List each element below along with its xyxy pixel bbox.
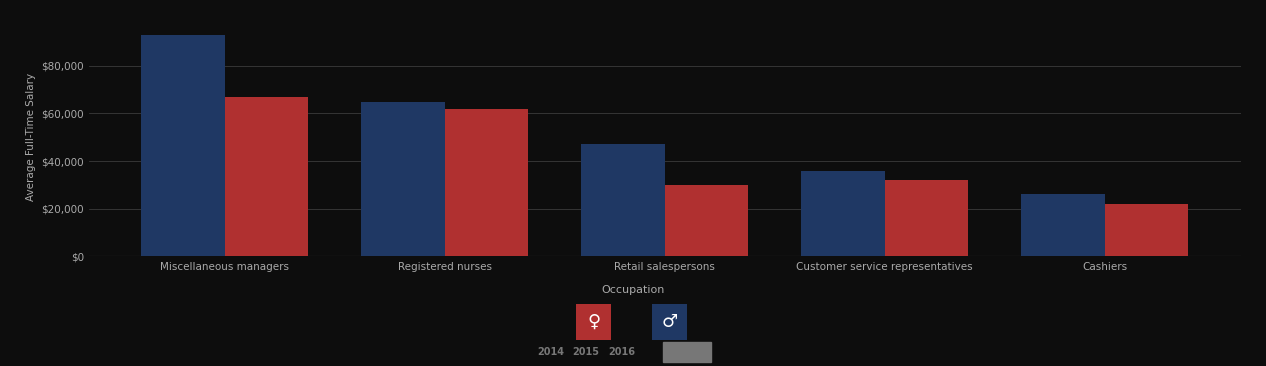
Bar (361, 101, 444, 256)
Bar (444, 109, 528, 256)
Y-axis label: Average Full-Time Salary: Average Full-Time Salary (25, 73, 35, 201)
Text: 2015: 2015 (572, 347, 600, 357)
Text: ♂: ♂ (662, 313, 677, 331)
Text: ♀: ♀ (587, 313, 600, 331)
Bar (581, 144, 665, 256)
Bar (665, 185, 748, 256)
Text: 2016: 2016 (608, 347, 636, 357)
Bar (224, 97, 308, 256)
Bar (1105, 204, 1189, 256)
Bar (801, 171, 885, 256)
Text: Occupation: Occupation (601, 285, 665, 295)
Bar (885, 180, 968, 256)
Text: 2014: 2014 (537, 347, 565, 357)
Bar (1022, 194, 1105, 256)
Bar (141, 35, 224, 256)
